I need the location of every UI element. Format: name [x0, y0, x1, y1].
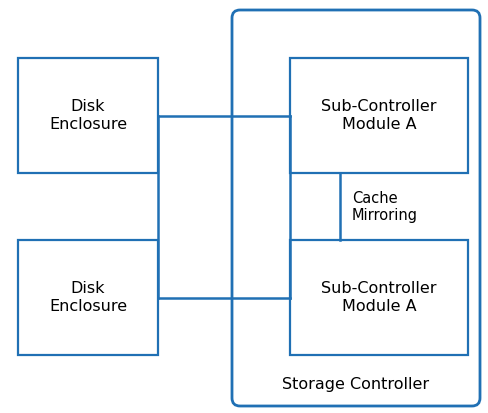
Text: Storage Controller: Storage Controller: [283, 377, 429, 392]
FancyBboxPatch shape: [232, 10, 480, 406]
Bar: [290, 240, 468, 355]
Bar: [290, 58, 468, 173]
Text: Sub-Controller
Module A: Sub-Controller Module A: [321, 281, 437, 314]
Bar: [18, 58, 158, 173]
Text: Sub-Controller
Module A: Sub-Controller Module A: [321, 99, 437, 132]
Text: Cache
Mirroring: Cache Mirroring: [352, 191, 418, 223]
Bar: [18, 240, 158, 355]
Text: Disk
Enclosure: Disk Enclosure: [49, 281, 127, 314]
Text: Disk
Enclosure: Disk Enclosure: [49, 99, 127, 132]
